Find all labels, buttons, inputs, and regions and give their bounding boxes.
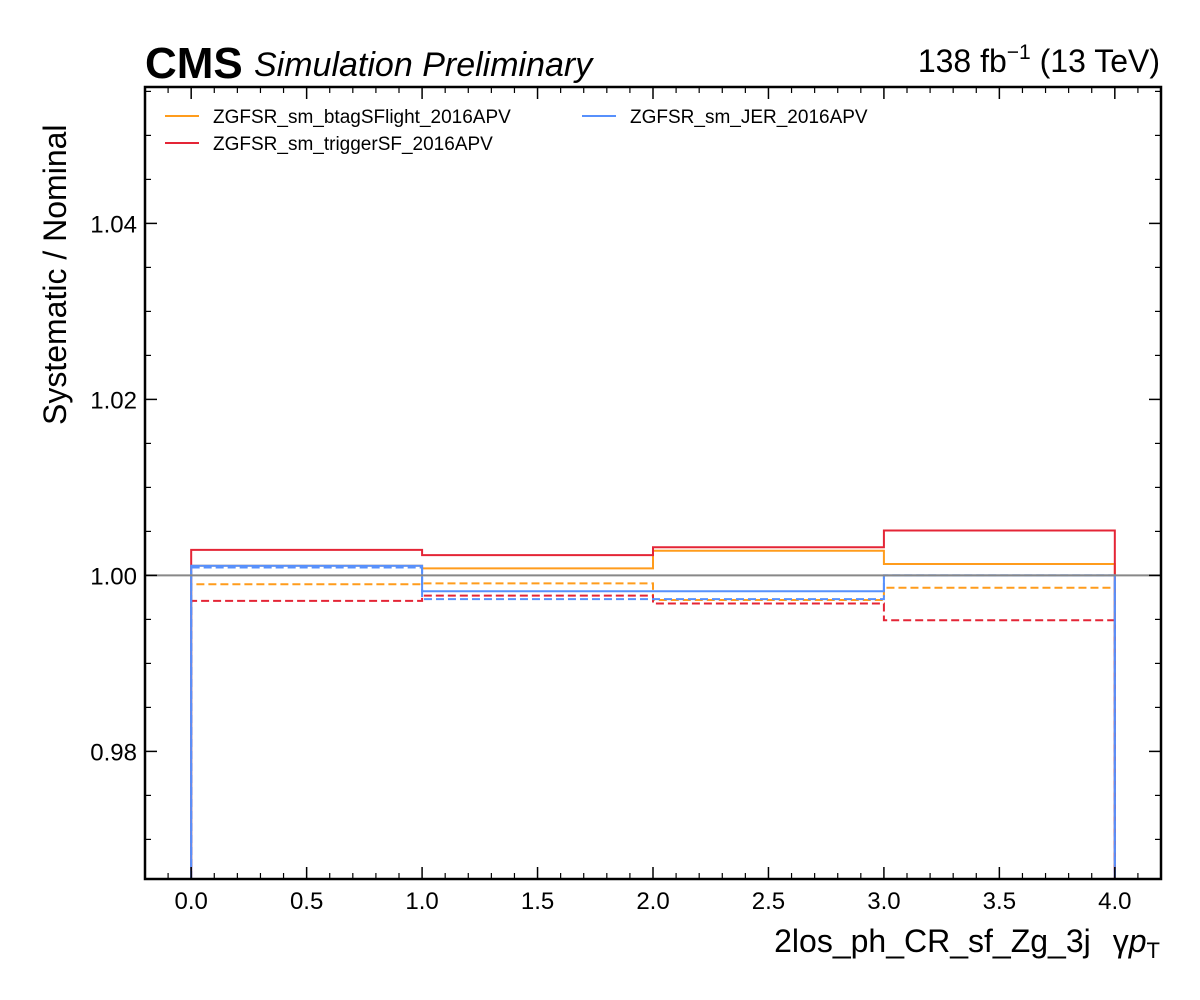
x-tick-label: 2.5 <box>752 888 785 915</box>
legend-entry: ZGFSR_sm_JER_2016APV <box>630 107 868 128</box>
y-tick-label: 1.04 <box>90 211 137 238</box>
x-tick-label: 0.0 <box>174 888 207 915</box>
legend: ZGFSR_sm_btagSFlight_2016APV ZGFSR_sm_tri… <box>165 107 868 155</box>
series-up-zgfsr-sm-jer-2016apv <box>190 564 1116 879</box>
x-tick-label: 1.5 <box>521 888 554 915</box>
legend-entry: ZGFSR_sm_btagSFlight_2016APV <box>213 107 511 128</box>
series-down-zgfsr-sm-btagsflight-2016apv <box>190 582 1116 879</box>
y-tick-label: 0.98 <box>90 739 137 766</box>
x-axis-label: 2los_ph_CR_sf_Zg_3j γpT <box>774 923 1160 963</box>
plot-frame <box>143 85 1163 881</box>
series-up-zgfsr-sm-triggersf-2016apv <box>190 529 1116 879</box>
x-tick-label: 4.0 <box>1098 888 1131 915</box>
y-axis-label: Systematic / Nominal <box>37 124 73 425</box>
x-tick-label: 3.0 <box>867 888 900 915</box>
series-down-zgfsr-sm-triggersf-2016apv <box>190 594 1116 879</box>
x-tick-label: 2.0 <box>636 888 669 915</box>
luminosity-label: 138 fb−1 (13 TeV) <box>918 41 1160 79</box>
x-tick-label: 0.5 <box>290 888 323 915</box>
y-tick-label: 1.00 <box>90 563 137 590</box>
x-tick-label: 3.5 <box>983 888 1016 915</box>
x-tick-label: 1.0 <box>405 888 438 915</box>
simulation-status-label: Simulation Preliminary <box>254 46 594 84</box>
x-ticks: 0.0 0.5 1.0 1.5 2.0 2.5 3.0 3.5 4.0 <box>167 87 1139 915</box>
legend-entry: ZGFSR_sm_triggerSF_2016APV <box>213 134 493 155</box>
series-steps <box>190 529 1116 879</box>
y-tick-label: 1.02 <box>90 387 137 414</box>
y-ticks: 0.98 1.00 1.02 1.04 <box>90 90 1161 841</box>
series-down-zgfsr-sm-jer-2016apv <box>190 566 1116 879</box>
cms-label: CMS <box>145 39 243 88</box>
